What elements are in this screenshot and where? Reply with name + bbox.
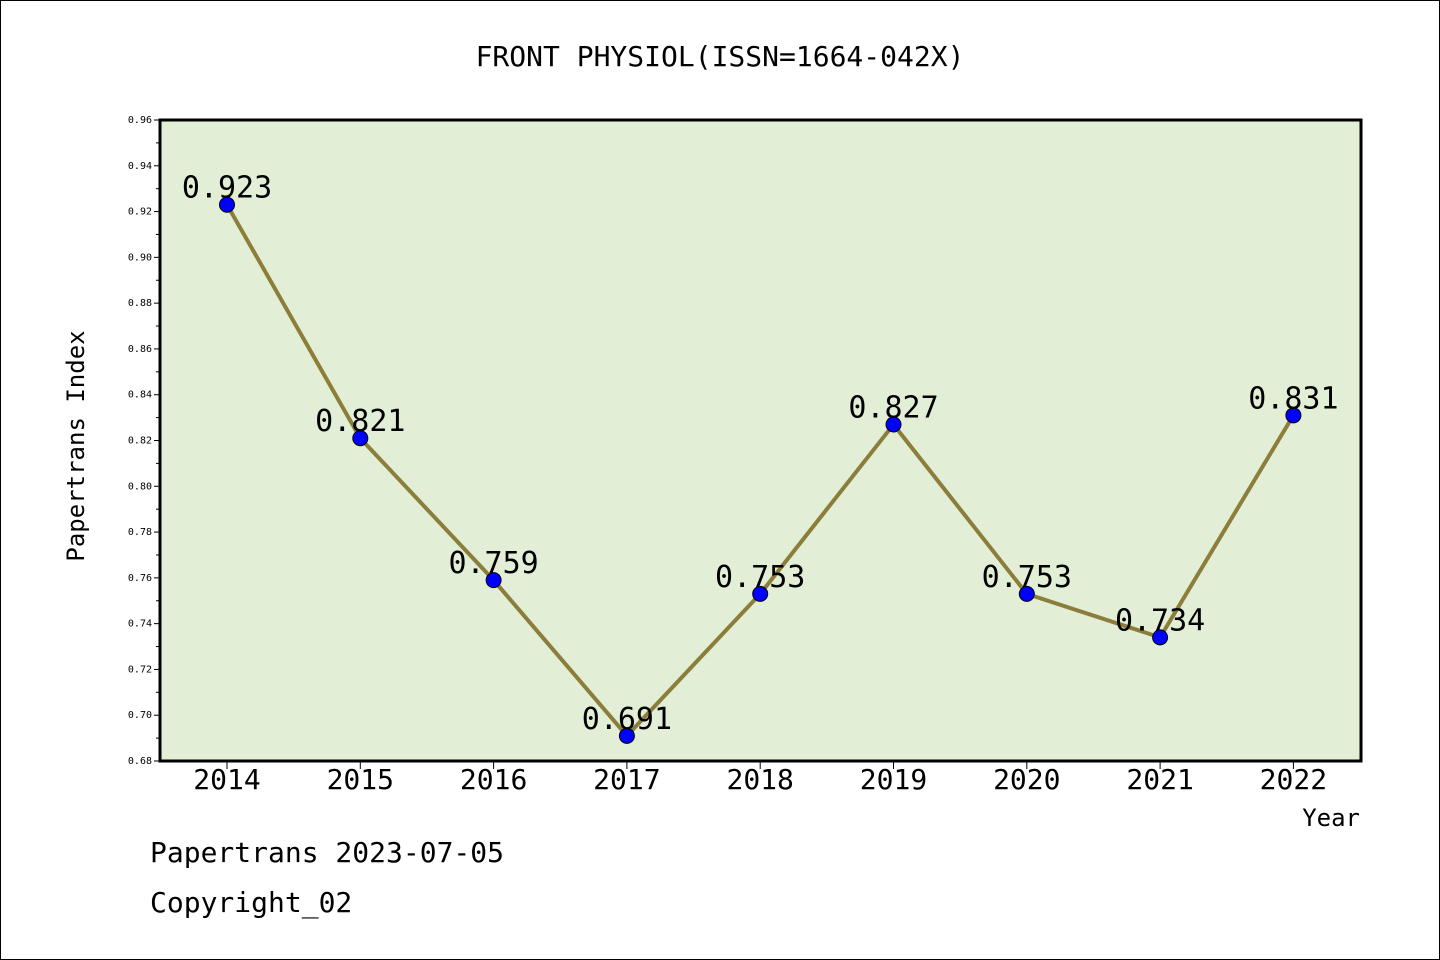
x-tick-label: 2018 <box>726 763 793 796</box>
data-point <box>485 572 502 589</box>
y-tick-label: 0.94 <box>128 161 152 172</box>
y-tick-label: 0.88 <box>128 298 152 309</box>
data-point <box>1285 407 1302 424</box>
data-point <box>352 430 369 447</box>
data-label: 0.759 <box>448 546 538 581</box>
y-axis: 0.68 0.70 0.72 0.74 0.76 0.78 0.80 0.82 0.84 0.86… <box>128 115 160 767</box>
x-tick-label: 2022 <box>1260 763 1327 796</box>
series-layer <box>219 196 1302 744</box>
x-tick-label: 2015 <box>327 763 394 796</box>
data-label: 0.691 <box>582 702 672 737</box>
y-tick-label: 0.72 <box>128 664 152 675</box>
x-axis-label: Year <box>1302 804 1360 832</box>
data-label: 0.923 <box>182 171 272 206</box>
data-labels: 0.923 0.821 0.759 0.691 0.753 0.827 0.753 0.734… <box>182 171 1339 737</box>
y-axis-label: Papertrans Index <box>62 330 90 561</box>
data-label: 0.831 <box>1248 381 1338 416</box>
plot-area <box>158 118 1363 763</box>
data-point <box>219 196 235 213</box>
data-label: 0.753 <box>982 560 1072 595</box>
y-tick-label: 0.68 <box>128 756 152 767</box>
x-tick-label: 2019 <box>860 763 927 796</box>
data-label: 0.734 <box>1115 603 1205 638</box>
x-tick-label: 2016 <box>460 763 527 796</box>
x-tick-label: 2021 <box>1126 763 1193 796</box>
data-point <box>618 727 635 744</box>
data-label: 0.827 <box>848 390 938 425</box>
footer-copyright: Copyright_02 <box>150 886 353 919</box>
y-tick-label: 0.84 <box>128 390 152 401</box>
y-tick-label: 0.92 <box>128 207 152 218</box>
y-tick-label: 0.74 <box>128 619 152 630</box>
data-point <box>1018 585 1035 602</box>
y-tick-label: 0.76 <box>128 573 152 584</box>
footer-date: Papertrans 2023-07-05 <box>150 836 505 869</box>
y-tick-label: 0.82 <box>128 436 152 447</box>
data-point <box>1152 629 1169 646</box>
y-tick-label: 0.70 <box>128 710 152 721</box>
y-tick-label: 0.90 <box>128 252 152 263</box>
y-tick-label: 0.86 <box>128 344 152 355</box>
y-tick-label: 0.96 <box>128 115 152 126</box>
data-label: 0.753 <box>715 560 805 595</box>
x-tick-label: 2020 <box>993 763 1060 796</box>
data-point <box>752 585 769 602</box>
data-label: 0.821 <box>315 404 405 439</box>
x-axis: 2014 2015 2016 2017 2018 2019 2020 2021 2022 <box>193 761 1327 796</box>
chart-title: FRONT PHYSIOL(ISSN=1664-042X) <box>476 40 965 73</box>
x-tick-label: 2014 <box>193 763 260 796</box>
x-tick-label: 2017 <box>593 763 660 796</box>
data-point <box>885 416 902 433</box>
y-tick-label: 0.78 <box>128 527 152 538</box>
y-tick-label: 0.80 <box>128 481 152 492</box>
